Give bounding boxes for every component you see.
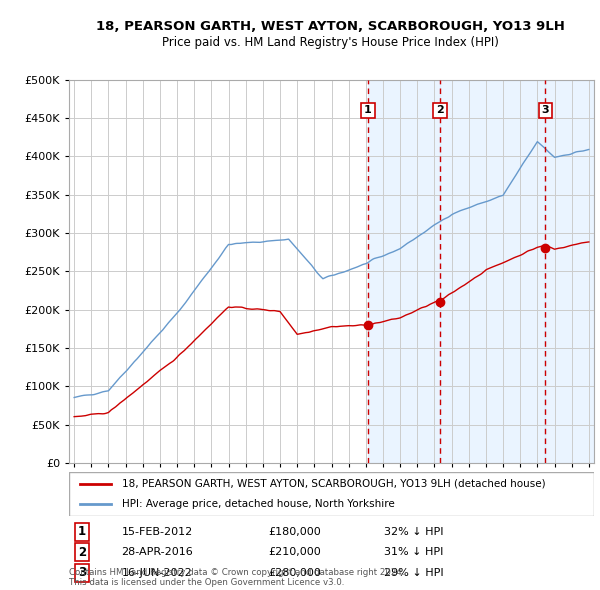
Text: Price paid vs. HM Land Registry's House Price Index (HPI): Price paid vs. HM Land Registry's House …: [161, 36, 499, 49]
Text: 1: 1: [364, 106, 372, 115]
Text: 31% ↓ HPI: 31% ↓ HPI: [384, 548, 443, 557]
Text: 16-JUN-2022: 16-JUN-2022: [121, 568, 192, 578]
Text: Contains HM Land Registry data © Crown copyright and database right 2024.
This d: Contains HM Land Registry data © Crown c…: [69, 568, 404, 587]
Text: HPI: Average price, detached house, North Yorkshire: HPI: Average price, detached house, Nort…: [121, 499, 394, 509]
Bar: [440, 80, 545, 463]
Text: 28-APR-2016: 28-APR-2016: [121, 548, 193, 557]
Text: 3: 3: [78, 566, 86, 579]
Bar: [545, 80, 594, 463]
Text: 15-FEB-2012: 15-FEB-2012: [121, 527, 193, 537]
Text: £180,000: £180,000: [269, 527, 321, 537]
Text: 32% ↓ HPI: 32% ↓ HPI: [384, 527, 443, 537]
Text: 1: 1: [78, 525, 86, 538]
Text: 18, PEARSON GARTH, WEST AYTON, SCARBOROUGH, YO13 9LH: 18, PEARSON GARTH, WEST AYTON, SCARBOROU…: [95, 20, 565, 33]
Text: 2: 2: [436, 106, 444, 115]
Text: 18, PEARSON GARTH, WEST AYTON, SCARBOROUGH, YO13 9LH (detached house): 18, PEARSON GARTH, WEST AYTON, SCARBOROU…: [121, 479, 545, 489]
Text: £210,000: £210,000: [269, 548, 321, 557]
Text: £280,000: £280,000: [269, 568, 322, 578]
FancyBboxPatch shape: [69, 472, 594, 516]
Text: 2: 2: [78, 546, 86, 559]
Bar: [368, 80, 440, 463]
Text: 3: 3: [541, 106, 549, 115]
Text: 29% ↓ HPI: 29% ↓ HPI: [384, 568, 443, 578]
